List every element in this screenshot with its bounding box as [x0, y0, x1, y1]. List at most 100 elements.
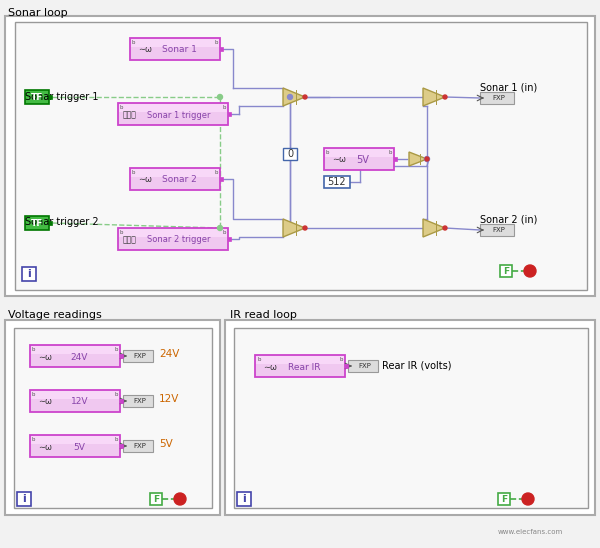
Text: 12V: 12V	[71, 397, 88, 407]
Text: ∼ω: ∼ω	[38, 397, 52, 407]
Bar	[30, 345, 120, 367]
Bar	[25, 216, 49, 230]
Bar	[324, 148, 394, 170]
Bar	[283, 148, 297, 160]
Text: TF: TF	[31, 219, 43, 227]
Text: b: b	[32, 347, 35, 352]
Circle shape	[218, 94, 223, 100]
Text: ∼ω: ∼ω	[138, 175, 152, 185]
Text: FXP: FXP	[134, 353, 146, 359]
Text: b: b	[120, 105, 124, 110]
Text: FXP: FXP	[134, 398, 146, 404]
Bar	[225, 320, 595, 515]
Text: b: b	[132, 40, 136, 45]
Text: TF: TF	[31, 93, 43, 101]
Text: ∼ω: ∼ω	[263, 362, 277, 372]
Text: i: i	[27, 269, 31, 279]
Circle shape	[524, 265, 536, 277]
Text: ∼ω: ∼ω	[138, 45, 152, 54]
Bar	[480, 92, 514, 104]
Text: Sonar loop: Sonar loop	[8, 8, 68, 18]
Polygon shape	[423, 219, 445, 237]
Text: ⎌⎌⎌: ⎌⎌⎌	[123, 111, 137, 119]
Bar	[500, 265, 512, 277]
Bar	[17, 492, 31, 506]
Text: Sonar 1 (in): Sonar 1 (in)	[480, 83, 537, 93]
Bar	[120, 399, 123, 403]
Text: Rear IR: Rear IR	[288, 362, 321, 372]
Bar	[119, 229, 227, 237]
Circle shape	[303, 226, 307, 230]
Text: FXP: FXP	[493, 227, 505, 233]
Text: F: F	[501, 494, 507, 504]
Text: b: b	[215, 170, 218, 175]
Text: b: b	[257, 357, 260, 362]
Circle shape	[443, 95, 447, 99]
Text: b: b	[120, 230, 124, 235]
Text: i: i	[22, 494, 26, 504]
Bar	[480, 224, 514, 236]
Text: 5V: 5V	[74, 442, 85, 452]
Bar	[118, 228, 228, 250]
Bar	[49, 95, 52, 99]
Text: www.elecfans.com: www.elecfans.com	[497, 529, 563, 535]
Text: 0: 0	[287, 149, 293, 159]
Text: Sonar 2 (in): Sonar 2 (in)	[480, 215, 538, 225]
Text: b: b	[115, 347, 118, 352]
Bar	[30, 435, 120, 457]
Bar	[14, 328, 212, 508]
Text: Rear IR (volts): Rear IR (volts)	[382, 361, 452, 371]
Text: FXP: FXP	[493, 95, 505, 101]
Bar	[5, 320, 220, 515]
Polygon shape	[423, 88, 445, 106]
Circle shape	[287, 94, 293, 100]
Bar	[31, 391, 119, 399]
Text: b: b	[32, 392, 35, 397]
Text: FXP: FXP	[359, 363, 371, 369]
Bar	[498, 493, 510, 505]
Text: i: i	[242, 494, 246, 504]
Bar	[131, 169, 219, 176]
Text: b: b	[215, 40, 218, 45]
Text: b: b	[223, 105, 226, 110]
Text: Sonar 1: Sonar 1	[162, 45, 197, 54]
Text: ∼ω: ∼ω	[332, 156, 346, 164]
Circle shape	[522, 493, 534, 505]
Text: Sonar 2: Sonar 2	[162, 175, 197, 185]
Bar	[324, 176, 350, 188]
Bar	[228, 112, 231, 116]
Bar	[345, 364, 348, 368]
Bar	[237, 492, 251, 506]
Bar	[31, 346, 119, 353]
Text: 512: 512	[328, 177, 346, 187]
Bar	[31, 436, 119, 444]
Bar	[22, 267, 36, 281]
Bar	[348, 360, 378, 372]
Bar	[130, 168, 220, 190]
Text: b: b	[389, 150, 392, 155]
Text: b: b	[115, 437, 118, 442]
Bar	[255, 355, 345, 377]
Bar	[234, 328, 588, 508]
Bar	[119, 104, 227, 112]
Text: 5V: 5V	[159, 439, 173, 449]
Text: 24V: 24V	[159, 349, 179, 359]
Text: F: F	[153, 494, 159, 504]
Text: 24V: 24V	[71, 352, 88, 362]
Bar	[120, 354, 123, 358]
Bar	[394, 157, 397, 161]
Bar	[325, 149, 393, 157]
Circle shape	[425, 157, 429, 161]
Bar	[5, 16, 595, 296]
Text: FXP: FXP	[134, 443, 146, 449]
Text: Voltage readings: Voltage readings	[8, 310, 102, 320]
Text: ∼ω: ∼ω	[38, 442, 52, 452]
Text: IR read loop: IR read loop	[230, 310, 297, 320]
Bar	[123, 440, 153, 452]
Text: ⎌⎌⎌: ⎌⎌⎌	[123, 236, 137, 244]
Text: b: b	[32, 437, 35, 442]
Bar	[220, 47, 223, 51]
Bar	[123, 395, 153, 407]
Bar	[49, 221, 52, 225]
Polygon shape	[283, 88, 305, 106]
